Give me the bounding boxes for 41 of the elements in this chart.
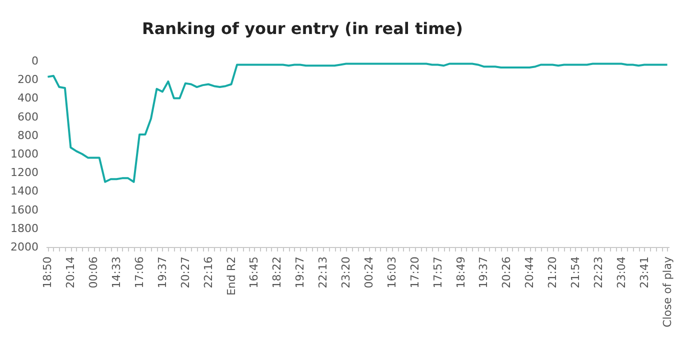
x-tick-label: Close of play — [660, 256, 674, 328]
x-tick-label: 00:06 — [87, 256, 100, 288]
y-tick-label: 1200 — [10, 166, 38, 180]
x-tick-label: 22:13 — [316, 256, 330, 288]
chart-title: Ranking of your entry (in real time) — [142, 19, 463, 38]
x-tick-label: 17:06 — [133, 256, 146, 288]
y-tick-label: 1000 — [10, 148, 38, 160]
x-tick-label: 20:14 — [64, 256, 78, 288]
y-tick-label: 0 — [32, 54, 38, 68]
x-tick-label: 17:57 — [431, 256, 444, 288]
x-tick-label: 00:24 — [362, 256, 376, 288]
y-tick-label: 1600 — [10, 203, 38, 216]
y-tick-label: 600 — [18, 110, 38, 124]
x-tick-label: 23:41 — [638, 256, 651, 288]
y-tick-label: 1800 — [10, 222, 38, 235]
y-tick-label: 800 — [18, 128, 38, 142]
x-tick-label: 20:44 — [523, 256, 536, 288]
x-tick-label: 19:37 — [156, 256, 169, 288]
x-tick-label: 14:33 — [110, 256, 124, 288]
y-tick-label: 200 — [18, 73, 38, 86]
y-tick-label: 1400 — [10, 184, 38, 198]
x-tick-label: 18:50 — [41, 256, 54, 288]
x-tick-label: 16:03 — [385, 256, 398, 288]
x-tick-label: 20:27 — [178, 256, 192, 288]
y-tick-label: 400 — [18, 92, 38, 105]
x-tick-label: 19:37 — [477, 256, 490, 288]
x-tick-label: 20:26 — [500, 256, 514, 288]
x-tick-label: 17:20 — [408, 256, 422, 288]
x-tick-label: 22:16 — [202, 256, 215, 288]
x-tick-label: 18:49 — [454, 256, 468, 288]
x-tick-label: 18:22 — [270, 256, 284, 288]
x-tick-label: 21:54 — [568, 256, 582, 288]
x-tick-label: 22:23 — [592, 256, 605, 288]
x-tick-label: 23:04 — [614, 256, 628, 288]
line-series — [46, 62, 668, 183]
y-tick-label: 2000 — [10, 240, 38, 254]
x-tick-label: 19:27 — [294, 256, 307, 288]
x-tick-label: 23:20 — [340, 256, 353, 288]
x-tick-label: 16:45 — [248, 256, 261, 288]
x-tick-label: End R2 — [224, 256, 238, 296]
x-tick-label: 21:20 — [546, 256, 560, 288]
